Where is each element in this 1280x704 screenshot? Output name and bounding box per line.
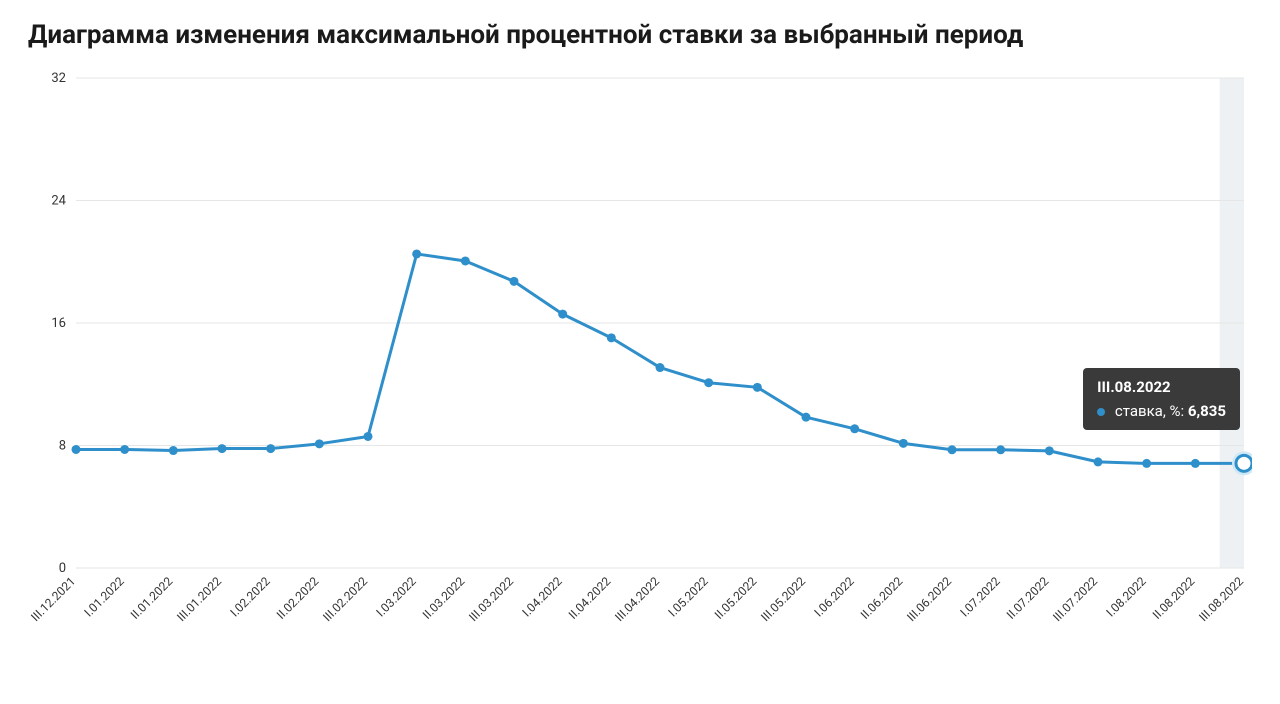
data-point[interactable] <box>558 310 567 319</box>
ytick-label: 8 <box>59 439 66 454</box>
data-point[interactable] <box>1094 457 1103 466</box>
ytick-label: 0 <box>59 561 66 576</box>
xtick-label: II.04.2022 <box>566 574 614 622</box>
ytick-label: 24 <box>51 194 66 209</box>
data-point[interactable] <box>753 383 762 392</box>
xtick-label: II.01.2022 <box>128 574 176 622</box>
xtick-label: I.08.2022 <box>1103 574 1148 619</box>
data-point[interactable] <box>948 445 957 454</box>
chart-title: Диаграмма изменения максимальной процент… <box>28 20 1252 50</box>
highlight-marker[interactable] <box>1236 455 1252 471</box>
xtick-label: II.02.2022 <box>274 574 322 622</box>
ytick-label: 32 <box>51 71 66 86</box>
data-point[interactable] <box>315 439 324 448</box>
data-point[interactable] <box>656 363 665 372</box>
ytick-label: 16 <box>51 316 66 331</box>
xtick-label: I.05.2022 <box>665 574 710 619</box>
data-point[interactable] <box>169 446 178 455</box>
xtick-label: II.06.2022 <box>858 574 906 622</box>
xtick-label: I.04.2022 <box>519 574 564 619</box>
xtick-label: III.01.2022 <box>174 574 224 624</box>
xtick-label: III.12.2021 <box>28 574 78 624</box>
data-point[interactable] <box>461 256 470 265</box>
xtick-label: III.02.2022 <box>320 574 370 624</box>
data-point[interactable] <box>1045 446 1054 455</box>
chart-container: 08162432III.12.2021I.01.2022II.01.2022II… <box>28 68 1252 648</box>
series-line <box>76 254 1244 463</box>
data-point[interactable] <box>1191 459 1200 468</box>
xtick-label: I.03.2022 <box>373 574 418 619</box>
xtick-label: II.05.2022 <box>712 574 760 622</box>
data-point[interactable] <box>218 444 227 453</box>
xtick-label: III.08.2022 <box>1196 574 1246 624</box>
data-point[interactable] <box>996 445 1005 454</box>
xtick-label: I.02.2022 <box>227 574 272 619</box>
xtick-label: I.06.2022 <box>811 574 856 619</box>
data-point[interactable] <box>412 249 421 258</box>
xtick-label: III.06.2022 <box>904 574 954 624</box>
xtick-label: I.07.2022 <box>957 574 1002 619</box>
data-point[interactable] <box>510 277 519 286</box>
data-point[interactable] <box>1142 459 1151 468</box>
data-point[interactable] <box>850 424 859 433</box>
xtick-label: II.03.2022 <box>420 574 468 622</box>
xtick-label: I.01.2022 <box>81 574 126 619</box>
xtick-label: II.07.2022 <box>1004 574 1052 622</box>
xtick-label: III.07.2022 <box>1050 574 1100 624</box>
data-point[interactable] <box>72 445 81 454</box>
data-point[interactable] <box>802 413 811 422</box>
xtick-label: III.04.2022 <box>612 574 662 624</box>
line-chart[interactable]: 08162432III.12.2021I.01.2022II.01.2022II… <box>28 68 1252 648</box>
data-point[interactable] <box>266 444 275 453</box>
data-point[interactable] <box>607 333 616 342</box>
data-point[interactable] <box>364 432 373 441</box>
xtick-label: III.03.2022 <box>466 574 516 624</box>
data-point[interactable] <box>120 445 129 454</box>
data-point[interactable] <box>899 439 908 448</box>
xtick-label: II.08.2022 <box>1150 574 1198 622</box>
data-point[interactable] <box>704 378 713 387</box>
xtick-label: III.05.2022 <box>758 574 808 624</box>
